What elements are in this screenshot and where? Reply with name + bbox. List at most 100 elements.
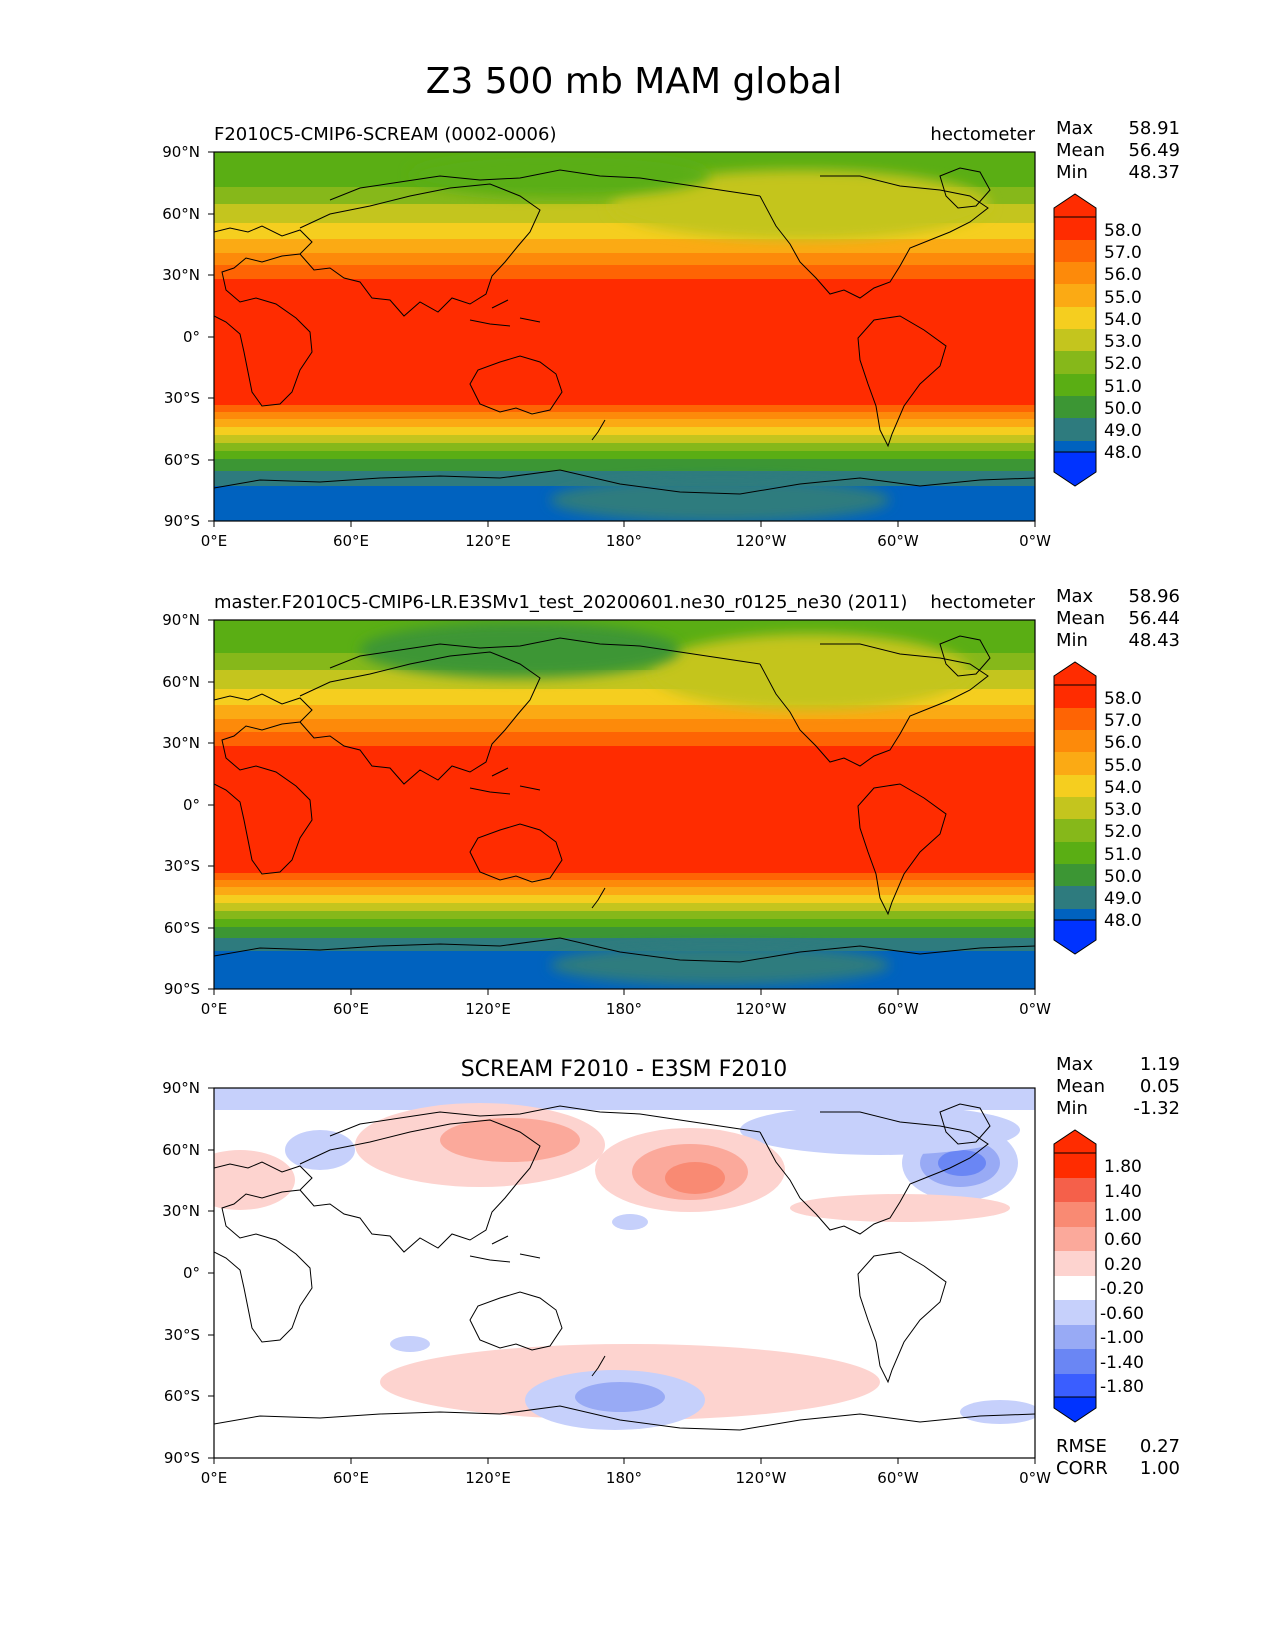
colorbar-swatch [1054,374,1096,396]
trough-south-pacific [550,478,890,521]
coast-nz [591,1355,606,1377]
coastlines-1 [214,167,1035,495]
coast-indonesia [469,767,541,795]
colorbar-tick-label: -1.40 [1100,1353,1144,1373]
colorbar-tick-label: 50.0 [1104,867,1142,887]
colorbar-swatch [1054,1227,1096,1251]
stats-3: Max 1.19 Mean 0.05 Min -1.32 [1056,1054,1180,1119]
stat-value: 0.05 [1140,1076,1180,1097]
colorbar-tick-label: 56.0 [1104,265,1142,285]
coast-north-america [759,175,989,299]
lon-tick-label: 60°E [333,532,369,550]
lat-tick-label: 60°N [162,1141,200,1159]
stat-label: Max [1056,1054,1094,1075]
colorbar-tick-label: -0.60 [1100,1304,1144,1324]
lat-tick-label: 90°S [164,1449,200,1467]
stat-label: CORR [1056,1458,1108,1479]
lat-tick-label: 30°N [162,266,200,284]
ridge-north-america [650,634,970,710]
colorbar-tick-label: 57.0 [1104,711,1142,731]
lon-tick-label: 60°W [877,532,919,550]
diff-pos-pacific-3 [665,1162,725,1194]
colorbar-swatch [1054,217,1096,240]
lon-tick-label: 0°E [201,532,228,550]
coast-indonesia [469,299,541,327]
panel-1-right-title: hectometer [930,124,1035,145]
colorbar-tick-label: 52.0 [1104,822,1142,842]
coast-north-america [759,643,989,767]
colorbar-tick-label: 52.0 [1104,354,1142,374]
colorbar-extend-top [1053,193,1097,218]
stat-label: Min [1056,162,1088,183]
colorbar-tick-label: 51.0 [1104,377,1142,397]
band-lat-64-60s [214,918,1035,927]
colorbar-tick-label: 48.0 [1104,443,1142,463]
coast-greenland [939,1103,991,1145]
stat-label: Max [1056,118,1094,139]
band-lat-70-64s [214,458,1035,471]
colorbar-tick-label: 0.20 [1104,1255,1142,1275]
lon-axis-2: 0°E 60°E 120°E 180° 120°W 60°W 0°W [201,989,1051,1018]
stat-label: Mean [1056,608,1105,629]
band-lat-56-52s [214,902,1035,911]
band-lat-70-64s [214,926,1035,938]
diff-polar-north [214,1088,1035,1110]
stat-value: 48.37 [1128,162,1180,183]
lon-tick-label: 180° [606,532,642,550]
coast-africa-europe [214,225,313,407]
band-lat-78-70s [214,470,1035,486]
colorbar-tick-label: -1.80 [1100,1377,1144,1397]
lat-tick-label: 90°N [162,1079,200,1097]
band-lat-48-44s [214,418,1035,427]
colorbar-swatch [1054,418,1096,441]
lat-tick-label: 90°N [162,143,200,161]
colorbar-extend-bottom [1053,451,1097,487]
colorbar-tick-label: 55.0 [1104,288,1142,308]
coast-asia [299,1119,541,1253]
coast-africa-europe [214,693,313,875]
colorbar-swatch [1054,441,1096,452]
coast-arctic-asia [329,1105,761,1137]
colorbar-tick-label: 49.0 [1104,889,1142,909]
coast-africa-europe [214,1161,313,1343]
band-lat-30-36n [214,264,1035,279]
colorbar-frame [1053,216,1097,453]
colorbar-2: 58.0 57.0 56.0 55.0 54.0 53.0 52.0 51.0 … [1053,661,1142,955]
colorbar-swatch [1054,708,1096,730]
coast-australia [469,1291,563,1351]
stat-label: Min [1056,1098,1088,1119]
colorbar-swatch [1054,730,1096,752]
lon-tick-label: 120°W [736,1000,787,1018]
coast-greenland [939,167,991,209]
colorbar-swatch [1054,284,1096,307]
diff-pos-natl [790,1194,1010,1222]
lat-tick-label: 60°N [162,205,200,223]
colorbar-tick-label: 50.0 [1104,399,1142,419]
colorbar-swatch [1054,1374,1096,1397]
lon-tick-label: 120°E [465,1000,511,1018]
lat-tick-label: 30°N [162,1202,200,1220]
colorbar-swatch [1054,1325,1096,1349]
diff-pos-europe [214,1150,295,1210]
band-lat-tropics [214,745,1035,873]
band-lat-52-48s [214,426,1035,435]
band-lat-40-36s [214,872,1035,880]
stat-value: 58.91 [1128,118,1180,139]
colorbar-3: 1.80 1.40 1.00 0.60 0.20 -0.20 -0.60 -1.… [1053,1129,1144,1423]
diff-neg-south-pac-2 [575,1382,665,1412]
lat-tick-label: 60°S [164,919,200,937]
band-lat-42-48n [214,238,1035,253]
stats-2: Max 58.96 Mean 56.44 Min 48.43 [1056,586,1180,651]
colorbar-tick-label: 54.0 [1104,310,1142,330]
footer-stats-3: RMSE 0.27 CORR 1.00 [1056,1436,1180,1479]
coast-antarctica [214,937,1035,963]
map-field-3 [214,1088,1035,1458]
lat-tick-label: 60°S [164,1387,200,1405]
colorbar-swatch [1054,262,1096,284]
colorbar-tick-label: 58.0 [1104,221,1142,241]
coast-antarctica [214,469,1035,495]
figure-title: Z3 500 mb MAM global [426,61,843,102]
coast-antarctica [214,1405,1035,1431]
diff-neg-south-atl [960,1400,1035,1424]
colorbar-tick-label: -1.00 [1100,1328,1144,1348]
